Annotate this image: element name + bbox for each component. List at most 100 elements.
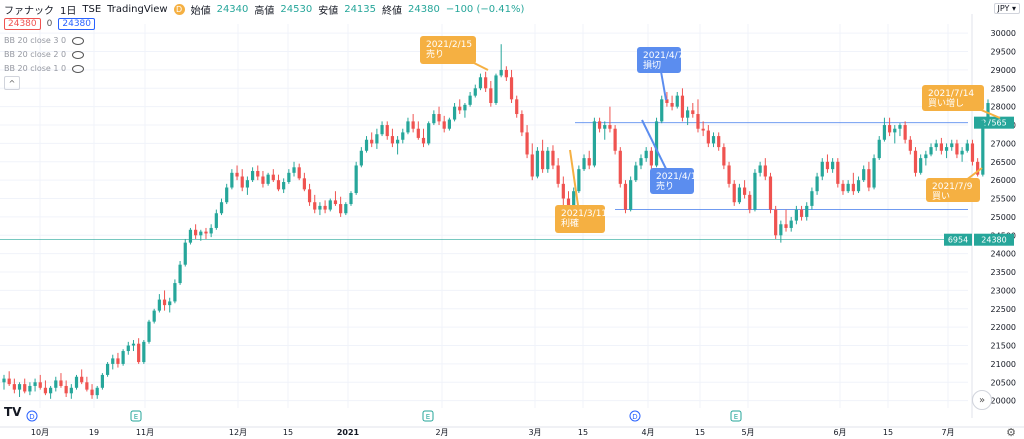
callout-box bbox=[926, 178, 980, 202]
candle-body bbox=[157, 299, 161, 311]
candle-body bbox=[261, 176, 265, 184]
candle-body bbox=[7, 378, 11, 385]
interval[interactable]: 1日 bbox=[60, 6, 77, 17]
candle-body bbox=[774, 209, 778, 236]
open-value: 24340 bbox=[216, 4, 249, 15]
y-tick-label: 22000 bbox=[991, 323, 1016, 332]
candle-body bbox=[893, 128, 897, 133]
candle-body bbox=[90, 389, 94, 396]
candle-body bbox=[240, 176, 244, 188]
x-tick-label: 15 bbox=[578, 428, 588, 437]
candle-body bbox=[919, 158, 923, 173]
candle-body bbox=[307, 189, 312, 203]
event-marker bbox=[629, 410, 641, 422]
candle-body bbox=[779, 224, 783, 236]
candle-body bbox=[717, 136, 721, 148]
candle-body bbox=[577, 169, 581, 192]
eye-off-icon[interactable] bbox=[72, 50, 85, 59]
candle-body bbox=[789, 220, 793, 228]
event-marker bbox=[422, 410, 434, 422]
candle-body bbox=[924, 154, 928, 159]
candle-body bbox=[546, 150, 550, 170]
tradingview-logo-icon[interactable]: TV bbox=[4, 405, 22, 419]
candle-body bbox=[318, 205, 322, 210]
eye-off-icon[interactable] bbox=[72, 36, 85, 45]
x-tick-label: 15 bbox=[283, 428, 293, 437]
candle-body bbox=[168, 301, 172, 306]
candle-body bbox=[877, 139, 881, 159]
candle-body bbox=[38, 382, 42, 388]
event-marker bbox=[130, 410, 142, 422]
candle-body bbox=[825, 161, 830, 170]
callout-label: 2021/7/9 bbox=[932, 182, 973, 192]
candle-body bbox=[587, 158, 591, 166]
candle-body bbox=[390, 136, 395, 144]
collapse-indicators-button[interactable]: ^ bbox=[4, 76, 20, 90]
candle-body bbox=[364, 139, 369, 151]
symbol-name[interactable]: ファナック bbox=[4, 6, 54, 17]
event-label: E bbox=[734, 413, 738, 421]
chart-header: ファナック 1日 TSE TradingView D 始値 24340 高値 245… bbox=[4, 2, 524, 17]
candle-body bbox=[727, 165, 731, 184]
callout-label: 2021/7/14 bbox=[928, 89, 974, 99]
candle-body bbox=[287, 172, 291, 183]
gear-icon[interactable]: ⚙ bbox=[1006, 426, 1016, 439]
eye-off-icon[interactable] bbox=[72, 64, 85, 73]
indicator-label: BB 20 close 1 0 bbox=[4, 64, 67, 73]
candle-body bbox=[898, 125, 902, 129]
candle-body bbox=[541, 150, 545, 170]
candle-body bbox=[406, 121, 410, 133]
candle-body bbox=[178, 264, 182, 284]
candle-body bbox=[908, 139, 912, 151]
sell-button[interactable]: 24380 bbox=[4, 18, 41, 30]
candle-body bbox=[199, 231, 203, 236]
indicator-bb-3[interactable]: BB 20 close 3 0 bbox=[4, 36, 85, 45]
candle-body bbox=[339, 204, 343, 214]
candle-body bbox=[463, 104, 467, 111]
candle-body bbox=[59, 380, 63, 386]
candle-body bbox=[69, 387, 73, 394]
callout-box bbox=[555, 205, 605, 233]
y-tick-label: 28500 bbox=[991, 84, 1016, 93]
y-tick-label: 21000 bbox=[991, 360, 1016, 369]
candle-body bbox=[934, 143, 938, 148]
currency-selector[interactable]: JPY ▾ bbox=[993, 3, 1020, 14]
candle-body bbox=[411, 121, 415, 129]
candle-body bbox=[105, 363, 110, 375]
candle-body bbox=[665, 99, 669, 104]
scroll-to-latest-icon[interactable]: » bbox=[972, 390, 992, 410]
candle-body bbox=[131, 343, 136, 346]
callout-label: 2021/4/7 bbox=[643, 51, 683, 61]
candle-body bbox=[142, 341, 146, 363]
low-label: 安値 bbox=[318, 6, 339, 17]
price-tag-label: 24380 bbox=[981, 236, 1006, 245]
indicator-bb-1[interactable]: BB 20 close 1 0 bbox=[4, 64, 85, 73]
candle-body bbox=[447, 119, 451, 129]
event-label: D bbox=[29, 413, 34, 421]
candle-body bbox=[43, 387, 48, 394]
candle-body bbox=[634, 165, 638, 181]
candle-body bbox=[458, 106, 462, 111]
candle-body bbox=[950, 143, 954, 148]
x-tick-label: 2月 bbox=[435, 428, 448, 437]
event-marker bbox=[730, 410, 742, 422]
candle-body bbox=[530, 154, 534, 177]
indicator-bb-2[interactable]: BB 20 close 2 0 bbox=[4, 50, 85, 59]
candle-body bbox=[976, 161, 980, 175]
candle-body bbox=[722, 147, 726, 166]
callout-label: 買い bbox=[932, 191, 950, 202]
candle-body bbox=[887, 125, 892, 133]
buy-button[interactable]: 24380 bbox=[58, 18, 96, 30]
event-label: E bbox=[426, 413, 430, 421]
candle-body bbox=[375, 134, 379, 144]
candle-body bbox=[385, 125, 389, 137]
candle-body bbox=[856, 180, 861, 192]
candle-body bbox=[970, 143, 975, 162]
candle-body bbox=[219, 202, 224, 214]
candle-body bbox=[913, 150, 918, 173]
candle-body bbox=[582, 158, 586, 170]
candle-body bbox=[33, 382, 37, 386]
candle-body bbox=[680, 95, 685, 118]
candle-body bbox=[748, 194, 752, 210]
